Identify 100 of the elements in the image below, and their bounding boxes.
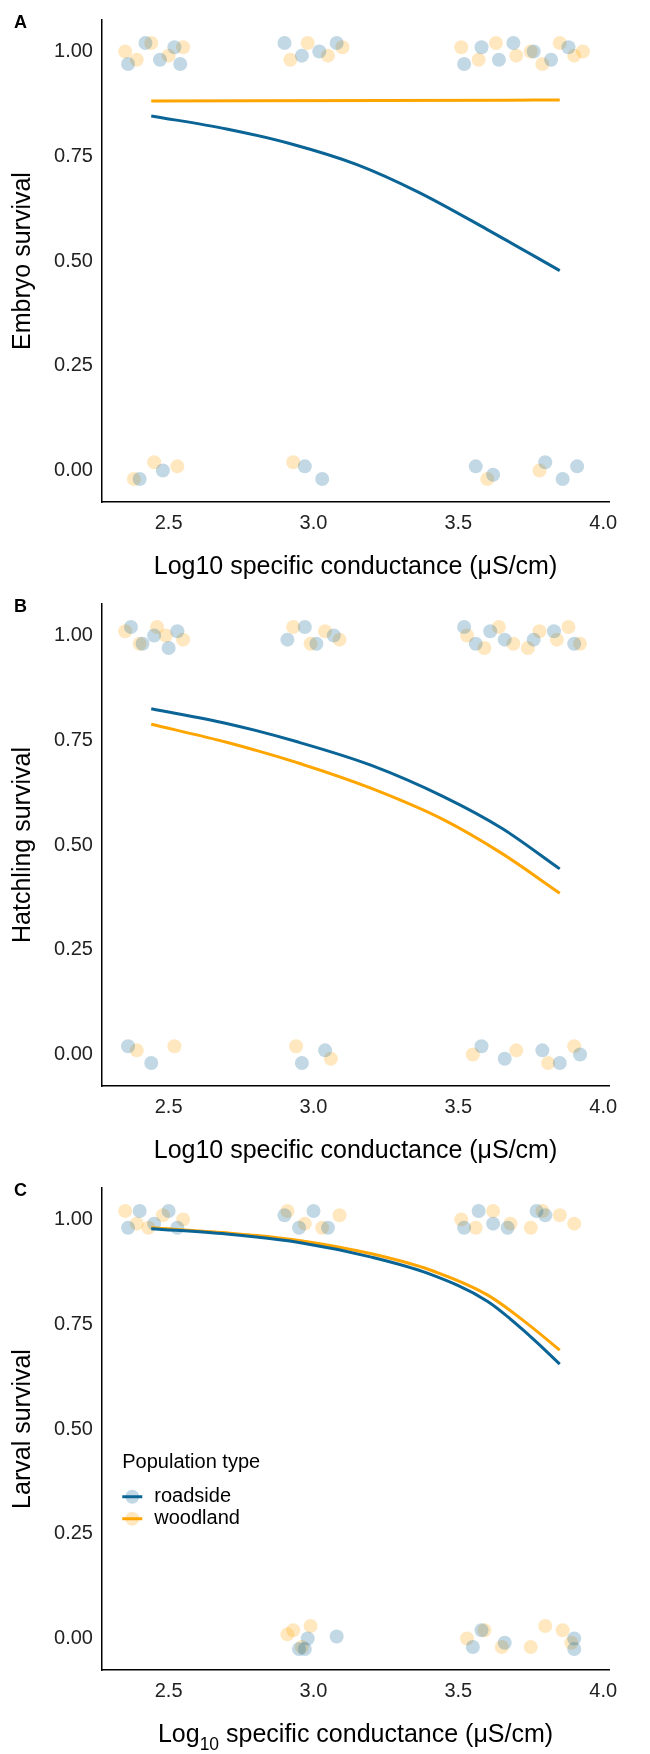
y-axis-title: Embryo survival <box>7 172 35 350</box>
point <box>286 455 301 470</box>
point <box>546 624 561 639</box>
point <box>468 1220 483 1235</box>
point <box>465 1047 480 1062</box>
point <box>161 1204 176 1219</box>
point <box>457 620 472 635</box>
point <box>306 1204 321 1219</box>
point <box>147 628 162 643</box>
point <box>121 1039 136 1054</box>
y-tick-label: 0.25 <box>54 353 93 376</box>
line-series <box>149 707 562 871</box>
x-axis-title: Log10 specific conductance (μS/cm) <box>153 1135 558 1163</box>
point <box>286 1623 301 1638</box>
point <box>509 48 524 63</box>
point <box>500 1220 515 1235</box>
point <box>506 36 521 51</box>
point <box>283 52 298 67</box>
point <box>497 1051 512 1066</box>
y-tick-label: 0.25 <box>54 1521 93 1544</box>
y-tick-label: 0.50 <box>54 1416 93 1439</box>
point <box>303 1618 318 1633</box>
point <box>552 1055 567 1070</box>
point <box>468 459 483 474</box>
y-tick-label: 0.75 <box>54 727 93 750</box>
legend-label: roadside <box>154 1484 231 1507</box>
y-tick-label: 1.00 <box>54 622 93 645</box>
point <box>509 1043 524 1058</box>
point <box>297 459 312 474</box>
chart-title: C <box>14 1179 27 1200</box>
point <box>491 52 506 67</box>
point <box>567 1642 582 1657</box>
point <box>280 632 295 647</box>
point <box>538 1618 553 1633</box>
point <box>132 471 147 486</box>
point <box>483 624 498 639</box>
x-axis-title: Log10 specific conductance (μS/cm) <box>153 551 558 579</box>
x-tick-label: 3.0 <box>299 1094 328 1117</box>
point <box>312 44 327 59</box>
point <box>118 44 133 59</box>
legend-title: Population type <box>122 1450 261 1473</box>
point <box>555 1623 570 1638</box>
point <box>309 636 324 651</box>
point <box>315 471 330 486</box>
point <box>329 1629 344 1644</box>
point <box>292 1220 307 1235</box>
chart-title: A <box>14 11 27 32</box>
y-tick-label: 0.75 <box>54 143 93 166</box>
point <box>329 36 344 51</box>
point <box>544 52 559 67</box>
point <box>155 463 170 478</box>
point <box>570 459 585 474</box>
point <box>497 632 512 647</box>
point <box>497 1635 512 1650</box>
point <box>121 1220 136 1235</box>
point <box>173 57 188 72</box>
point <box>167 1039 182 1054</box>
point <box>555 471 570 486</box>
point <box>289 1039 304 1054</box>
x-tick-label: 3.0 <box>299 510 328 533</box>
point <box>454 40 469 55</box>
point <box>144 1055 159 1070</box>
y-axis-title: Larval survival <box>7 1349 35 1509</box>
line-series <box>149 722 562 895</box>
y-tick-label: 0.50 <box>54 248 93 271</box>
point <box>118 1204 133 1219</box>
point <box>523 1639 538 1654</box>
point <box>138 36 153 51</box>
point <box>123 620 138 635</box>
point <box>552 1208 567 1223</box>
point <box>332 1208 347 1223</box>
point <box>277 36 292 51</box>
point <box>561 620 576 635</box>
point <box>561 40 576 55</box>
point <box>300 36 315 51</box>
point <box>489 36 504 51</box>
point <box>457 1220 472 1235</box>
y-tick-label: 0.50 <box>54 832 93 855</box>
point <box>132 1204 147 1219</box>
point <box>121 57 136 72</box>
point <box>318 1043 333 1058</box>
point <box>326 628 341 643</box>
point <box>277 1208 292 1223</box>
point <box>471 1204 486 1219</box>
point <box>161 641 176 656</box>
point <box>474 40 489 55</box>
point <box>474 1039 489 1054</box>
point <box>573 1047 588 1062</box>
point <box>320 1220 335 1235</box>
point <box>526 632 541 647</box>
x-tick-label: 2.5 <box>154 1094 183 1117</box>
point <box>286 620 301 635</box>
x-tick-label: 2.5 <box>154 510 183 533</box>
point <box>538 455 553 470</box>
y-tick-label: 0.00 <box>54 1626 93 1649</box>
point <box>575 44 590 59</box>
point <box>465 1639 480 1654</box>
x-tick-label: 4.0 <box>589 510 618 533</box>
y-tick-label: 0.75 <box>54 1311 93 1334</box>
point <box>297 620 312 635</box>
